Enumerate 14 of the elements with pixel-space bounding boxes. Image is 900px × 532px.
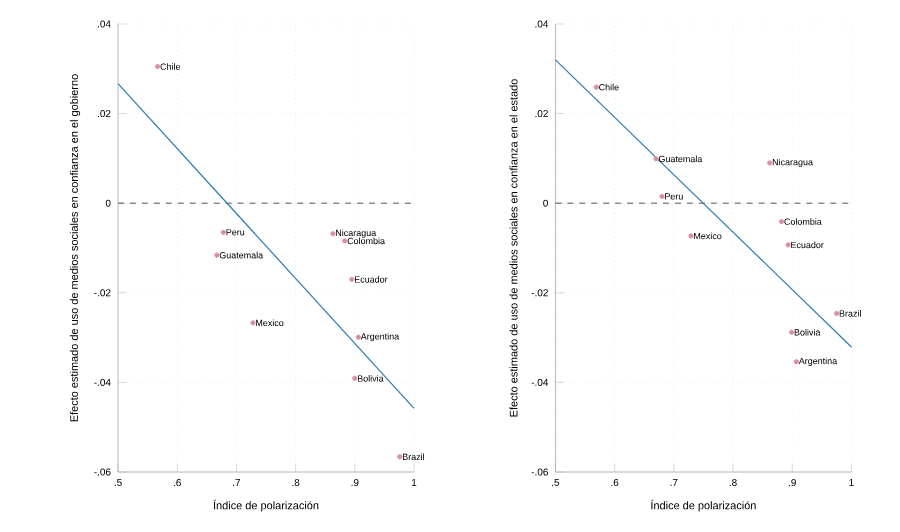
point (659, 193, 665, 200)
point (593, 84, 599, 90)
point (767, 160, 773, 166)
point (397, 454, 403, 460)
point (352, 375, 358, 381)
point (793, 359, 799, 365)
point (330, 231, 336, 237)
point (688, 233, 694, 239)
point (785, 242, 791, 248)
point (653, 156, 659, 162)
point (349, 276, 355, 282)
point (220, 229, 226, 235)
point (250, 320, 256, 326)
point (355, 334, 361, 340)
